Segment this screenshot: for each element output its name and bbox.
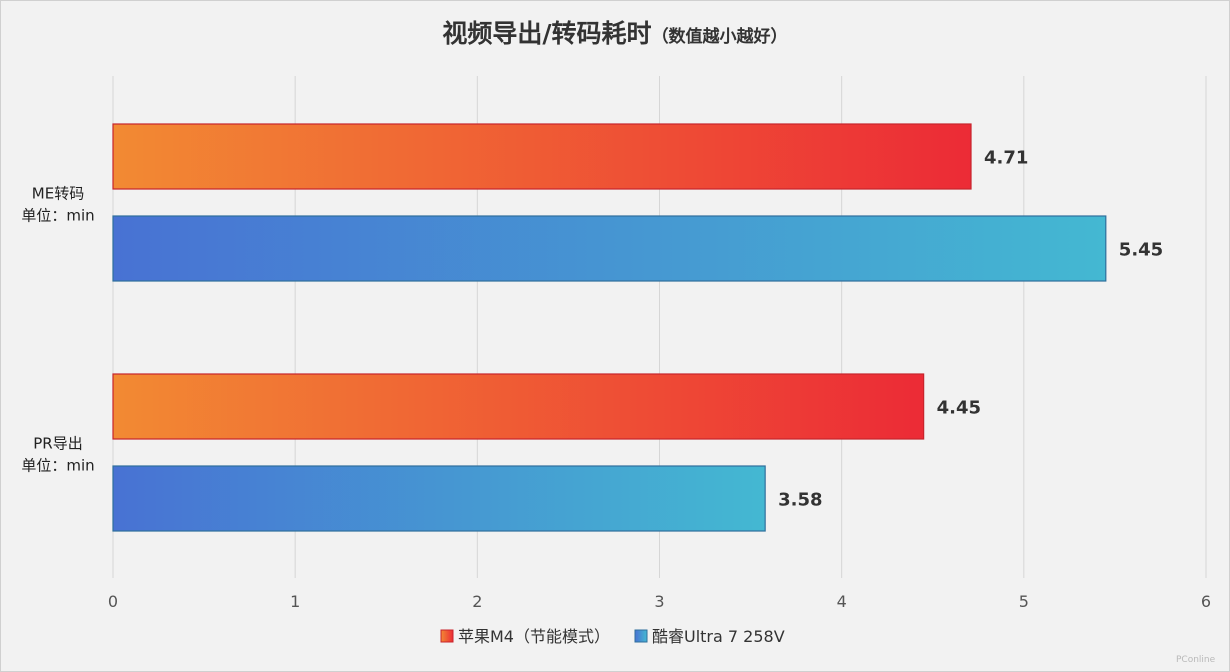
chart-subtitle: （数值越小越好） [652, 26, 788, 47]
x-tick-label-2: 2 [472, 592, 482, 611]
x-tick-label-1: 1 [290, 592, 300, 611]
bar-1-series-2 [112, 215, 1107, 282]
category-label-2-line-1: PR导出 [33, 435, 82, 453]
x-tick-label-5: 5 [1019, 592, 1029, 611]
data-label-2-1: 4.45 [937, 398, 981, 419]
legend: 苹果M4（节能模式） 酷睿Ultra 7 258V [440, 627, 785, 646]
legend-label-2: 酷睿Ultra 7 258V [652, 627, 785, 646]
x-tick-label-3: 3 [654, 592, 664, 611]
data-label-1-2: 5.45 [1119, 240, 1163, 261]
category-label-1-line-1: ME转码 [32, 185, 84, 203]
category-label-1-line-2: 单位：min [21, 207, 94, 225]
bar-2-series-1 [112, 373, 925, 440]
labels: 0 1 2 3 4 5 64.715.45ME转码单位：min4.453.58PR导出单位：… [21, 148, 1211, 612]
bar-1-series-1 [112, 123, 972, 190]
chart-title: 视频导出/转码耗时（数值越小越好） [442, 19, 787, 48]
legend-label-1: 苹果M4（节能模式） [458, 627, 610, 646]
bars [112, 123, 1107, 532]
x-tick-label-6: 6 [1201, 592, 1211, 611]
x-tick-label-4: 4 [837, 592, 847, 611]
category-label-2-line-2: 单位：min [21, 457, 94, 475]
x-tick-label-0: 0 [108, 592, 118, 611]
legend-swatch-2 [634, 629, 648, 643]
data-label-1-1: 4.71 [984, 148, 1028, 169]
chart-title-main: 视频导出/转码耗时 [442, 19, 651, 48]
legend-swatch-1 [440, 629, 454, 643]
watermark-text: PConline [1176, 655, 1216, 665]
bar-2-series-2 [112, 465, 766, 532]
data-label-2-2: 3.58 [778, 490, 822, 511]
